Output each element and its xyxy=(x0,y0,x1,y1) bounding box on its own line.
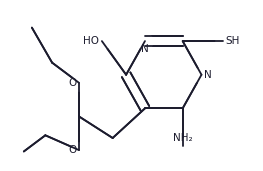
Text: N: N xyxy=(204,70,212,80)
Text: N: N xyxy=(141,44,149,54)
Text: O: O xyxy=(68,78,76,88)
Text: HO: HO xyxy=(83,36,99,46)
Text: O: O xyxy=(68,145,76,155)
Text: NH₂: NH₂ xyxy=(173,133,193,143)
Text: SH: SH xyxy=(226,36,240,46)
